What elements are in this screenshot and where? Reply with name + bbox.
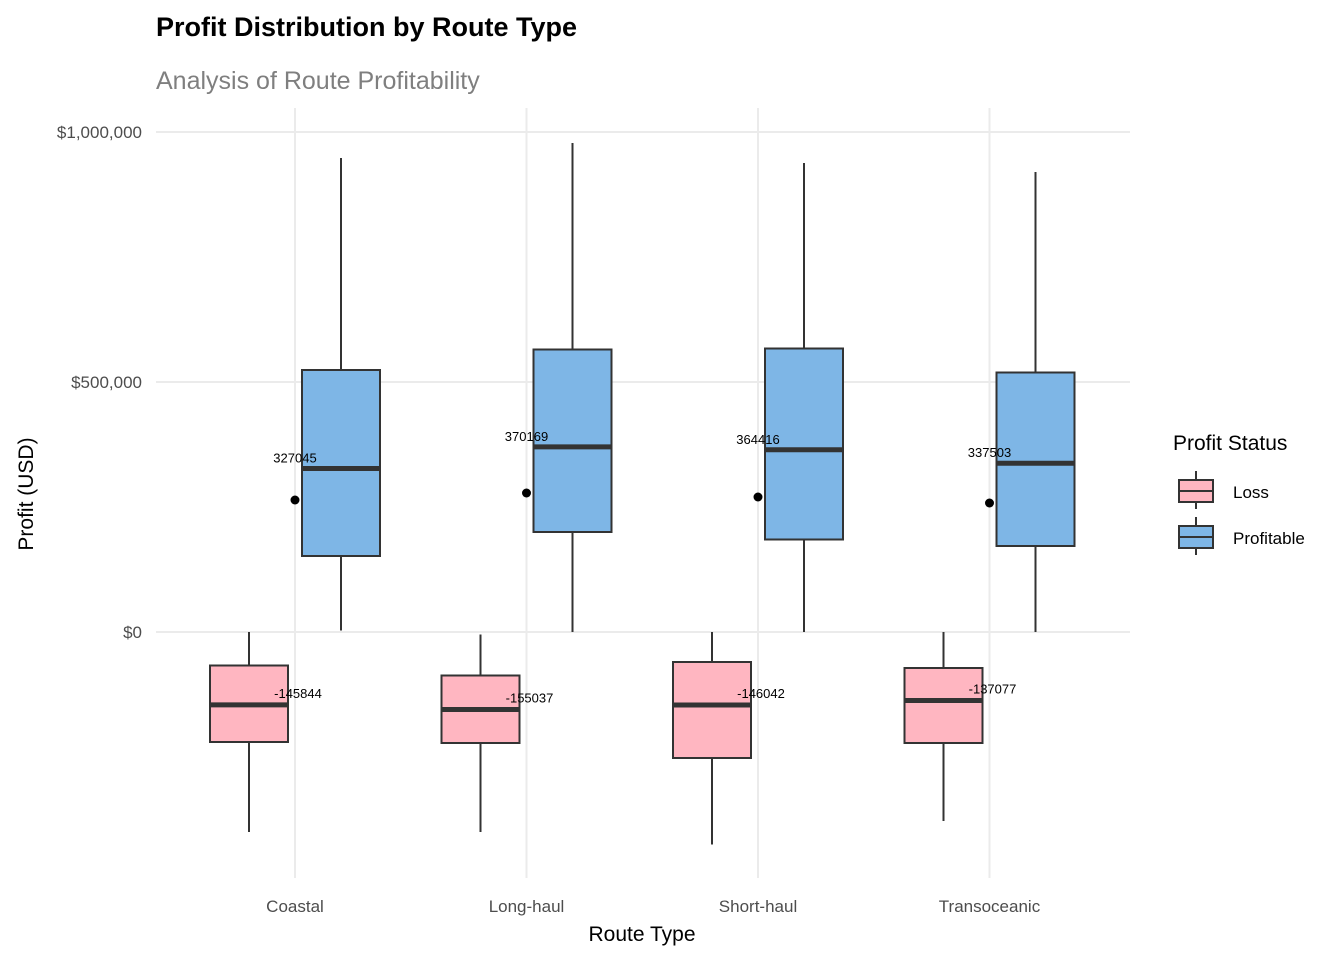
legend: Profit Status Loss Profitable [1173,432,1305,555]
median-label: -137077 [969,682,1017,697]
box-loss-coastal: -145844 [209,632,322,832]
box-profitable-short-haul: 364416 [736,163,844,632]
median-label: 364416 [736,432,779,447]
mean-point [985,498,994,508]
mean-point [522,488,531,498]
median-label: -146042 [737,686,785,701]
y-tick-label: $500,000 [71,373,142,392]
box-groups: -145844 -155037 -146042 -137077 327045 370169… [209,143,1076,845]
box [301,369,381,557]
legend-key-loss: Loss [1178,471,1269,509]
y-tick-label: $0 [123,623,142,642]
x-axis-title: Route Type [588,923,695,946]
mean-point [290,495,300,505]
median-label: -145844 [274,686,322,701]
legend-label: Profitable [1233,529,1305,548]
mean-point [753,492,763,502]
box [995,371,1076,547]
x-tick-label: Coastal [266,897,324,916]
x-axis-ticks: Coastal Long-haul Short-haul Transoceanic [266,897,1041,916]
median-label: 370169 [505,429,548,444]
median-label: -155037 [506,691,554,706]
box-profitable-coastal: 327045 [273,158,381,631]
y-tick-label: $1,000,000 [57,123,142,142]
box [764,347,844,541]
box [532,348,613,533]
x-tick-label: Long-haul [489,897,565,916]
box-loss-short-haul: -146042 [672,632,785,845]
median-label: 327045 [273,450,316,465]
box-loss-transoceanic: -137077 [903,632,1017,821]
box-profitable-long-haul: 370169 [505,143,613,632]
x-tick-label: Short-haul [719,897,797,916]
box-loss-long-haul: -155037 [440,634,554,832]
y-axis-title: Profit (USD) [15,437,38,550]
box [903,667,984,744]
chart-subtitle: Analysis of Route Profitability [156,67,480,95]
box-profitable-transoceanic: 337503 [968,172,1076,632]
median-label: 337503 [968,445,1011,460]
legend-label: Loss [1233,483,1269,502]
chart-title: Profit Distribution by Route Type [156,12,577,42]
legend-title: Profit Status [1173,432,1287,455]
box [672,661,752,759]
y-axis-ticks: $0 $500,000 $1,000,000 [57,123,142,642]
legend-key-profitable: Profitable [1178,517,1305,555]
x-tick-label: Transoceanic [939,897,1041,916]
